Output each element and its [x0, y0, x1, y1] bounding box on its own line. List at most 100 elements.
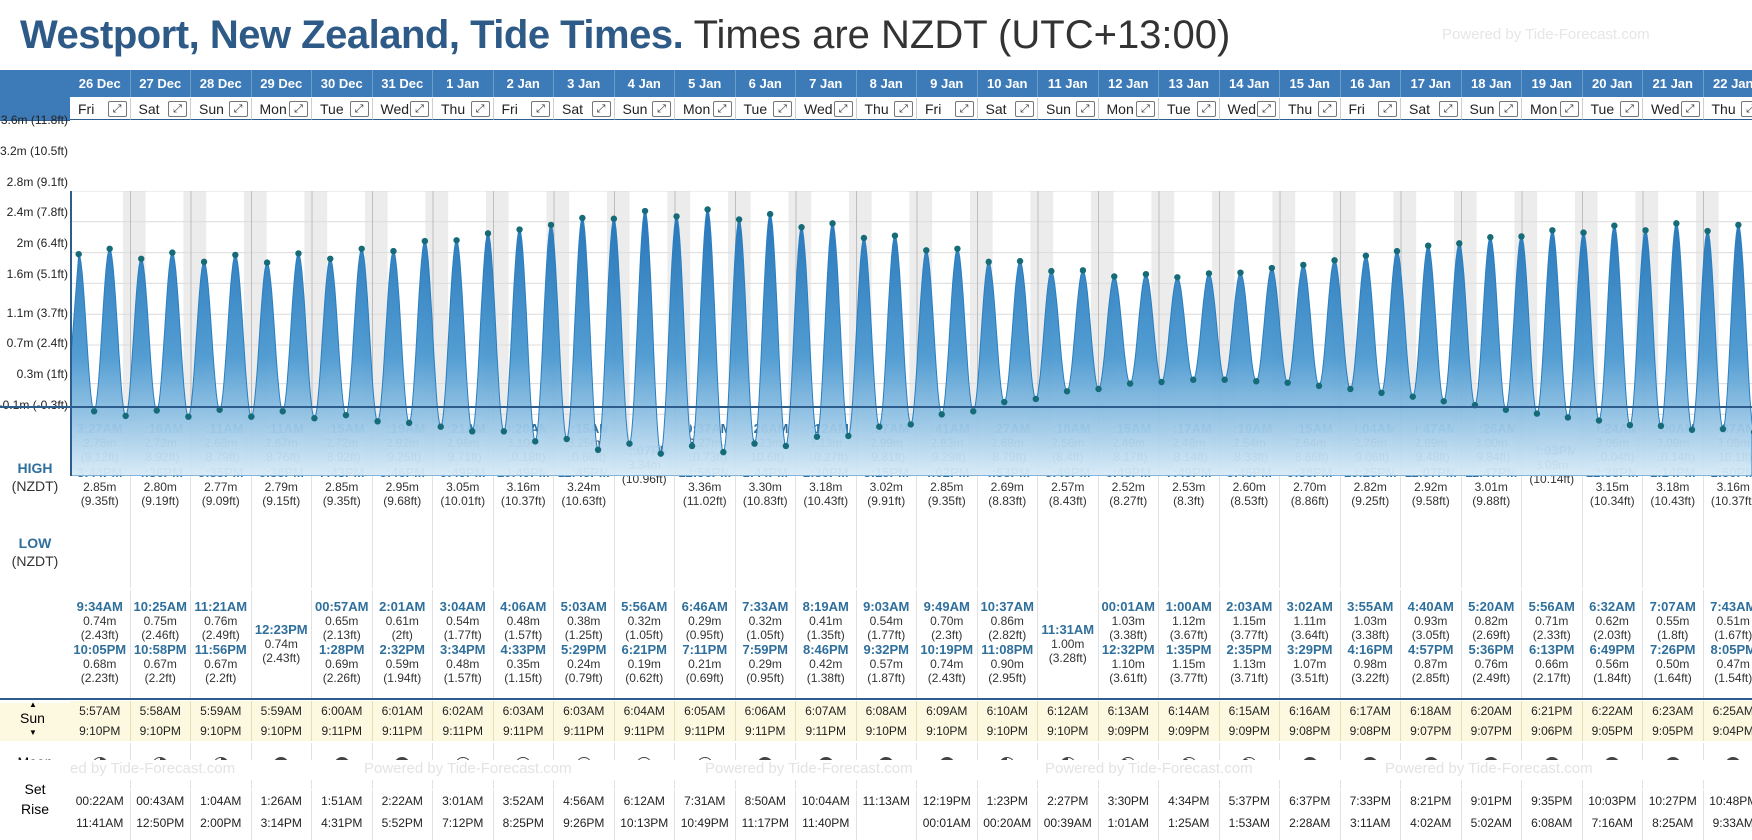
low-tide-point — [1410, 393, 1416, 399]
tide-height-ft: (0.69ft) — [675, 671, 735, 685]
tide-height-ft: (1.54ft) — [1704, 671, 1752, 685]
low-tide-cell: 2:03AM 1.15m (3.77ft) 2:35PM 1.13m (3.71… — [1220, 590, 1281, 698]
high-tide-point — [892, 232, 898, 238]
expand-icon[interactable]: ⤢ — [1257, 101, 1276, 117]
sunrise-time: 6:15AM — [1220, 701, 1280, 721]
expand-icon[interactable]: ⤢ — [713, 101, 732, 117]
expand-icon[interactable]: ⤢ — [1197, 101, 1216, 117]
expand-icon[interactable]: ⤢ — [229, 101, 248, 117]
high-tide-point — [1487, 234, 1493, 240]
tide-time: 6:46AM — [675, 600, 735, 614]
high-tide-point — [264, 259, 270, 265]
expand-icon[interactable]: ⤢ — [773, 101, 792, 117]
expand-icon[interactable]: ⤢ — [108, 101, 127, 117]
low-tide-cell: 4:06AM 0.48m (1.57ft) 4:33PM 0.35m (1.15… — [494, 590, 555, 698]
low-tide-point — [1253, 378, 1259, 384]
expand-icon[interactable]: ⤢ — [410, 101, 429, 117]
expand-icon[interactable]: ⤢ — [1560, 101, 1579, 117]
low-tide-cell: 3:04AM 0.54m (1.77ft) 3:34PM 0.48m (1.57… — [433, 590, 494, 698]
tide-height-m: 0.54m — [433, 614, 493, 628]
low-tide-point — [248, 413, 254, 419]
low-tide-point — [1658, 423, 1664, 429]
low-tide-point — [1221, 377, 1227, 383]
low-tide-point — [122, 413, 128, 419]
moonset-time: 4:56AM — [554, 790, 614, 812]
tide-height-m: 0.82m — [1462, 614, 1522, 628]
weekday-label: Sat — [1409, 101, 1430, 117]
sunset-time: 9:11PM — [615, 721, 675, 741]
moonrise-time: 1:01AM — [1099, 812, 1159, 834]
expand-icon[interactable]: ⤢ — [1620, 101, 1639, 117]
low-tide-cell: 11:21AM 0.76m (2.49ft) 11:56PM 0.67m (2.… — [191, 590, 252, 698]
expand-icon[interactable]: ⤢ — [289, 101, 308, 117]
y-tick-label: 0.3m (1ft) — [17, 367, 68, 381]
low-tide-entry: 9:34AM 0.74m (2.43ft) — [70, 600, 130, 642]
tide-height-m: 2.52m — [1099, 480, 1159, 494]
tide-height-ft: (2.43ft) — [252, 651, 312, 665]
sunrise-time: 6:08AM — [857, 701, 917, 721]
moonset-time: 2:27PM — [1038, 790, 1098, 812]
expand-icon[interactable]: ⤢ — [531, 101, 550, 117]
tide-time: 8:19AM — [796, 600, 856, 614]
expand-icon[interactable]: ⤢ — [1681, 101, 1700, 117]
expand-icon[interactable]: ⤢ — [894, 101, 913, 117]
weekday-label: Tue — [1167, 101, 1191, 117]
tide-height-ft: (2.3ft) — [917, 628, 977, 642]
high-tide-point — [1456, 240, 1462, 246]
sunrise-time: 5:58AM — [131, 701, 191, 721]
tide-height-ft: (9.58ft) — [1401, 494, 1461, 508]
expand-icon[interactable]: ⤢ — [1015, 101, 1034, 117]
expand-icon[interactable]: ⤢ — [1499, 101, 1518, 117]
moonset-time: 5:37PM — [1220, 790, 1280, 812]
expand-icon[interactable]: ⤢ — [592, 101, 611, 117]
expand-icon[interactable]: ⤢ — [834, 101, 853, 117]
tide-height-m: 0.90m — [978, 657, 1038, 671]
weekday-header: Thu⤢ — [1704, 98, 1752, 120]
low-tide-entry: 7:43AM 0.51m (1.67ft) — [1704, 600, 1752, 642]
tide-height-ft: (1.05ft) — [615, 628, 675, 642]
tide-time: 11:21AM — [191, 600, 251, 614]
date-header: 4 Jan — [615, 70, 676, 97]
tide-height-m: 0.50m — [1643, 657, 1703, 671]
tide-height-ft: (2.13ft) — [312, 628, 372, 642]
expand-icon[interactable]: ⤢ — [1136, 101, 1155, 117]
tide-time: 8:05PM — [1704, 643, 1752, 657]
high-tide-point — [1206, 270, 1212, 276]
tide-time: 3:55AM — [1341, 600, 1401, 614]
expand-icon[interactable]: ⤢ — [1439, 101, 1458, 117]
weekday-label: Tue — [320, 101, 344, 117]
weekday-label: Thu — [865, 101, 889, 117]
expand-icon[interactable]: ⤢ — [1741, 101, 1752, 117]
expand-icon[interactable]: ⤢ — [350, 101, 369, 117]
sunset-time: 9:10PM — [131, 721, 191, 741]
low-tide-cell: 6:46AM 0.29m (0.95ft) 7:11PM 0.21m (0.69… — [675, 590, 736, 698]
expand-icon[interactable]: ⤢ — [1318, 101, 1337, 117]
expand-icon[interactable]: ⤢ — [168, 101, 187, 117]
moonrise-time: 6:08AM — [1522, 812, 1582, 834]
expand-icon[interactable]: ⤢ — [1076, 101, 1095, 117]
high-tide-point — [1300, 262, 1306, 268]
y-tick-label: 0.7m (2.4ft) — [7, 336, 68, 350]
date-header: 30 Dec — [312, 70, 373, 97]
tide-height-ft: (1.77ft) — [433, 628, 493, 642]
expand-icon[interactable]: ⤢ — [955, 101, 974, 117]
low-tide-point — [1001, 399, 1007, 405]
high-tide-point — [1642, 227, 1648, 233]
weekday-header: Wed⤢ — [1220, 98, 1281, 120]
tide-height-ft: (10.34ft) — [1583, 494, 1643, 508]
low-tide-entry: 6:13PM 0.66m (2.17ft) — [1522, 643, 1582, 685]
moonset-time: 1:23PM — [978, 790, 1038, 812]
high-tide-point — [642, 208, 648, 214]
low-tide-point — [876, 424, 882, 430]
high-tide-point — [798, 224, 804, 230]
expand-icon[interactable]: ⤢ — [652, 101, 671, 117]
expand-icon[interactable]: ⤢ — [1378, 101, 1397, 117]
expand-icon[interactable]: ⤢ — [471, 101, 490, 117]
tide-time: 6:49PM — [1583, 643, 1643, 657]
